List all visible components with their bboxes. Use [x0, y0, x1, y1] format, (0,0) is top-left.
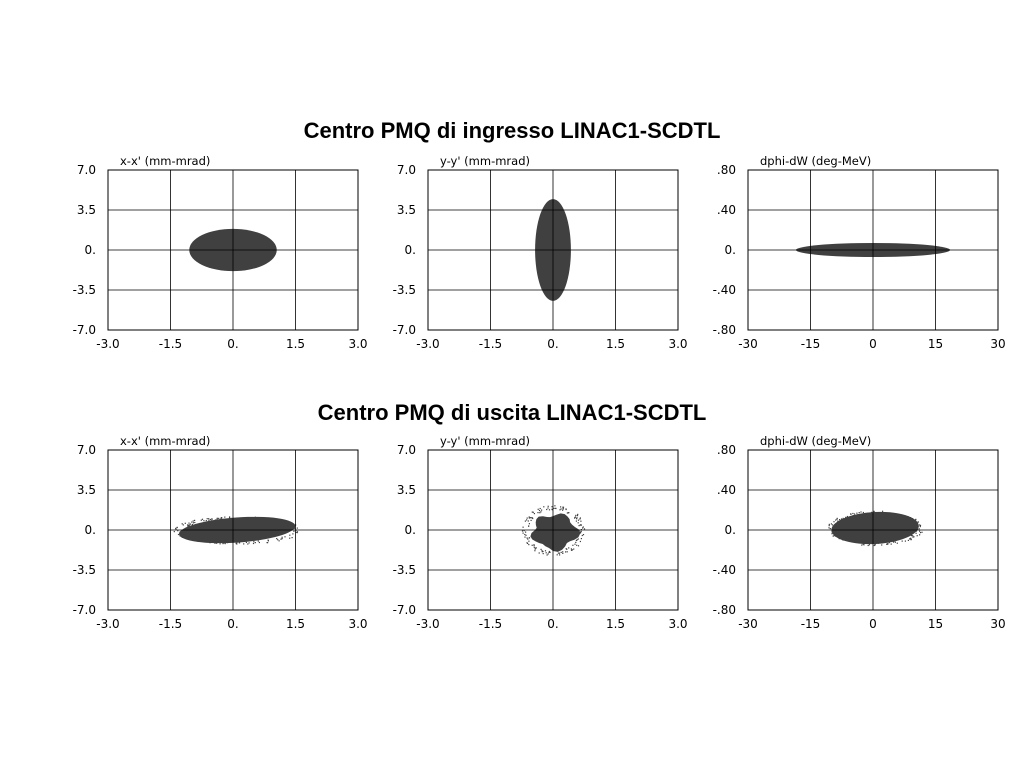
particle-distribution [530, 513, 581, 552]
plot-frame [747, 169, 999, 331]
grid-lines [747, 169, 999, 331]
x-tick-label: 1.5 [286, 617, 305, 631]
plot-frame [107, 449, 359, 611]
y-tick-label: 7.0 [397, 163, 416, 177]
y-tick-label: -7.0 [393, 323, 416, 337]
x-tick-label: 0 [869, 617, 877, 631]
x-tick-label: -30 [738, 617, 758, 631]
plot-frame [427, 169, 679, 331]
x-tick-label: 0. [547, 337, 558, 351]
plot-frame [107, 169, 359, 331]
top-section-title: Centro PMQ di ingresso LINAC1-SCDTL [303, 118, 721, 143]
x-tick-label: 15 [928, 337, 943, 351]
grid-lines [107, 169, 359, 331]
x-tick-label: -30 [738, 337, 758, 351]
x-tick-label: -15 [801, 617, 821, 631]
x-tick-label: -15 [801, 337, 821, 351]
y-tick-label: .80 [717, 443, 736, 457]
x-tick-label: 1.5 [606, 617, 625, 631]
y-tick-label: -.80 [713, 603, 736, 617]
particle-halo [173, 516, 299, 545]
x-tick-label: -1.5 [479, 617, 502, 631]
x-tick-label: -3.0 [96, 337, 119, 351]
y-tick-label: -3.5 [393, 283, 416, 297]
particle-halo [521, 505, 586, 556]
grid-lines [427, 169, 679, 331]
phase-space-plot-bottom-dphidw: dphi-dW (deg-MeV) .80 .40 0. -.40 -.80-30 -15 0… [713, 434, 1006, 631]
y-tick-label: 7.0 [77, 443, 96, 457]
x-tick-label: -3.0 [96, 617, 119, 631]
x-tick-label: 0 [869, 337, 877, 351]
x-tick-label: 15 [928, 617, 943, 631]
y-tick-label: -3.5 [73, 563, 96, 577]
grid-lines [747, 449, 999, 611]
y-tick-label: 0. [85, 243, 96, 257]
y-tick-label: .40 [717, 203, 736, 217]
x-tick-label: -3.0 [416, 617, 439, 631]
y-tick-label: 0. [405, 523, 416, 537]
x-tick-label: 1.5 [286, 337, 305, 351]
particle-halo [828, 510, 923, 547]
y-tick-label: 3.5 [77, 483, 96, 497]
y-tick-label: -3.5 [73, 283, 96, 297]
y-tick-label: -.40 [713, 563, 736, 577]
plot-frame [427, 449, 679, 611]
bottom-section-title: Centro PMQ di uscita LINAC1-SCDTL [317, 400, 707, 425]
axis-label: y-y' (mm-mrad) [440, 154, 530, 168]
x-tick-label: 0. [227, 337, 238, 351]
y-tick-label: -7.0 [393, 603, 416, 617]
phase-space-plot-top-xx: x-x' (mm-mrad) 7.0 3.5 0. -3.5 -7.0-3.0 -1.5 0.… [73, 154, 368, 351]
x-tick-label: -1.5 [479, 337, 502, 351]
axis-label: dphi-dW (deg-MeV) [760, 154, 871, 168]
y-tick-label: -7.0 [73, 323, 96, 337]
y-tick-label: 3.5 [397, 483, 416, 497]
x-tick-label: 30 [990, 337, 1005, 351]
phase-space-plot-top-dphidw: dphi-dW (deg-MeV) .80 .40 0. -.40 -.80-30 -15 0… [713, 154, 1006, 351]
y-tick-label: 0. [725, 243, 736, 257]
y-tick-label: 3.5 [397, 203, 416, 217]
y-tick-label: -.40 [713, 283, 736, 297]
y-tick-label: .80 [717, 163, 736, 177]
phase-space-plot-bottom-xx: x-x' (mm-mrad) 7.0 3.5 0. -3.5 -7.0-3.0 -1.5 0.… [73, 434, 368, 631]
x-tick-label: 0. [547, 617, 558, 631]
phase-space-plot-bottom-yy: y-y' (mm-mrad) 7.0 3.5 0. -3.5 -7.0-3.0 -1.5 0.… [393, 434, 688, 631]
x-tick-label: 3.0 [668, 337, 687, 351]
grid-lines [107, 449, 359, 611]
y-tick-label: 7.0 [77, 163, 96, 177]
x-tick-label: 30 [990, 617, 1005, 631]
y-tick-label: -3.5 [393, 563, 416, 577]
plot-frame [747, 449, 999, 611]
x-tick-label: -1.5 [159, 337, 182, 351]
y-tick-label: -.80 [713, 323, 736, 337]
y-tick-label: 3.5 [77, 203, 96, 217]
phase-space-plot-top-yy: y-y' (mm-mrad) 7.0 3.5 0. -3.5 -7.0-3.0 -1.5 0.… [393, 154, 688, 351]
axis-label: x-x' (mm-mrad) [120, 154, 210, 168]
x-tick-label: 3.0 [348, 337, 367, 351]
x-tick-label: -3.0 [416, 337, 439, 351]
y-tick-label: 0. [725, 523, 736, 537]
x-tick-label: 3.0 [668, 617, 687, 631]
y-tick-label: -7.0 [73, 603, 96, 617]
particle-distribution [831, 511, 919, 545]
axis-label: dphi-dW (deg-MeV) [760, 434, 871, 448]
axis-label: y-y' (mm-mrad) [440, 434, 530, 448]
y-tick-label: 0. [85, 523, 96, 537]
x-tick-label: 3.0 [348, 617, 367, 631]
y-tick-label: 0. [405, 243, 416, 257]
axis-label: x-x' (mm-mrad) [120, 434, 210, 448]
y-tick-label: 7.0 [397, 443, 416, 457]
x-tick-label: 1.5 [606, 337, 625, 351]
y-tick-label: .40 [717, 483, 736, 497]
grid-lines [427, 449, 679, 611]
x-tick-label: -1.5 [159, 617, 182, 631]
x-tick-label: 0. [227, 617, 238, 631]
